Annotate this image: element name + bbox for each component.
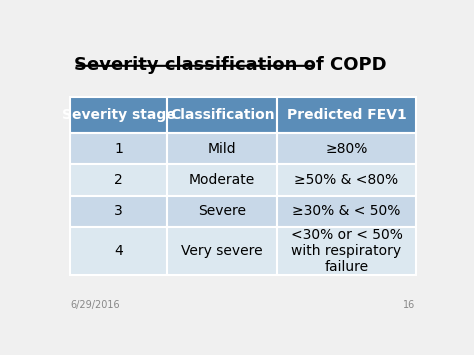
FancyBboxPatch shape: [277, 227, 416, 275]
Text: <30% or < 50%
with respiratory
failure: <30% or < 50% with respiratory failure: [291, 228, 402, 274]
Text: ≥30% & < 50%: ≥30% & < 50%: [292, 204, 401, 218]
Text: Classification: Classification: [170, 108, 274, 122]
FancyBboxPatch shape: [277, 97, 416, 133]
Text: ≥80%: ≥80%: [325, 142, 368, 155]
Text: Severity stage: Severity stage: [62, 108, 175, 122]
FancyBboxPatch shape: [277, 196, 416, 227]
FancyBboxPatch shape: [277, 164, 416, 196]
Text: Severe: Severe: [198, 204, 246, 218]
Text: 4: 4: [114, 244, 123, 258]
FancyBboxPatch shape: [277, 133, 416, 164]
Text: Severity classification of COPD: Severity classification of COPD: [74, 56, 387, 74]
FancyBboxPatch shape: [70, 227, 167, 275]
Text: ≥50% & <80%: ≥50% & <80%: [294, 173, 399, 187]
FancyBboxPatch shape: [167, 133, 277, 164]
FancyBboxPatch shape: [70, 97, 167, 133]
Text: 2: 2: [114, 173, 123, 187]
Text: 1: 1: [114, 142, 123, 155]
Text: Moderate: Moderate: [189, 173, 255, 187]
Text: Mild: Mild: [208, 142, 237, 155]
Text: Very severe: Very severe: [182, 244, 263, 258]
FancyBboxPatch shape: [167, 97, 277, 133]
FancyBboxPatch shape: [70, 164, 167, 196]
Text: 3: 3: [114, 204, 123, 218]
FancyBboxPatch shape: [167, 196, 277, 227]
FancyBboxPatch shape: [70, 196, 167, 227]
Text: Predicted FEV1: Predicted FEV1: [287, 108, 406, 122]
FancyBboxPatch shape: [167, 227, 277, 275]
Text: 6/29/2016: 6/29/2016: [70, 300, 120, 311]
Text: 16: 16: [403, 300, 416, 311]
FancyBboxPatch shape: [167, 164, 277, 196]
FancyBboxPatch shape: [70, 133, 167, 164]
